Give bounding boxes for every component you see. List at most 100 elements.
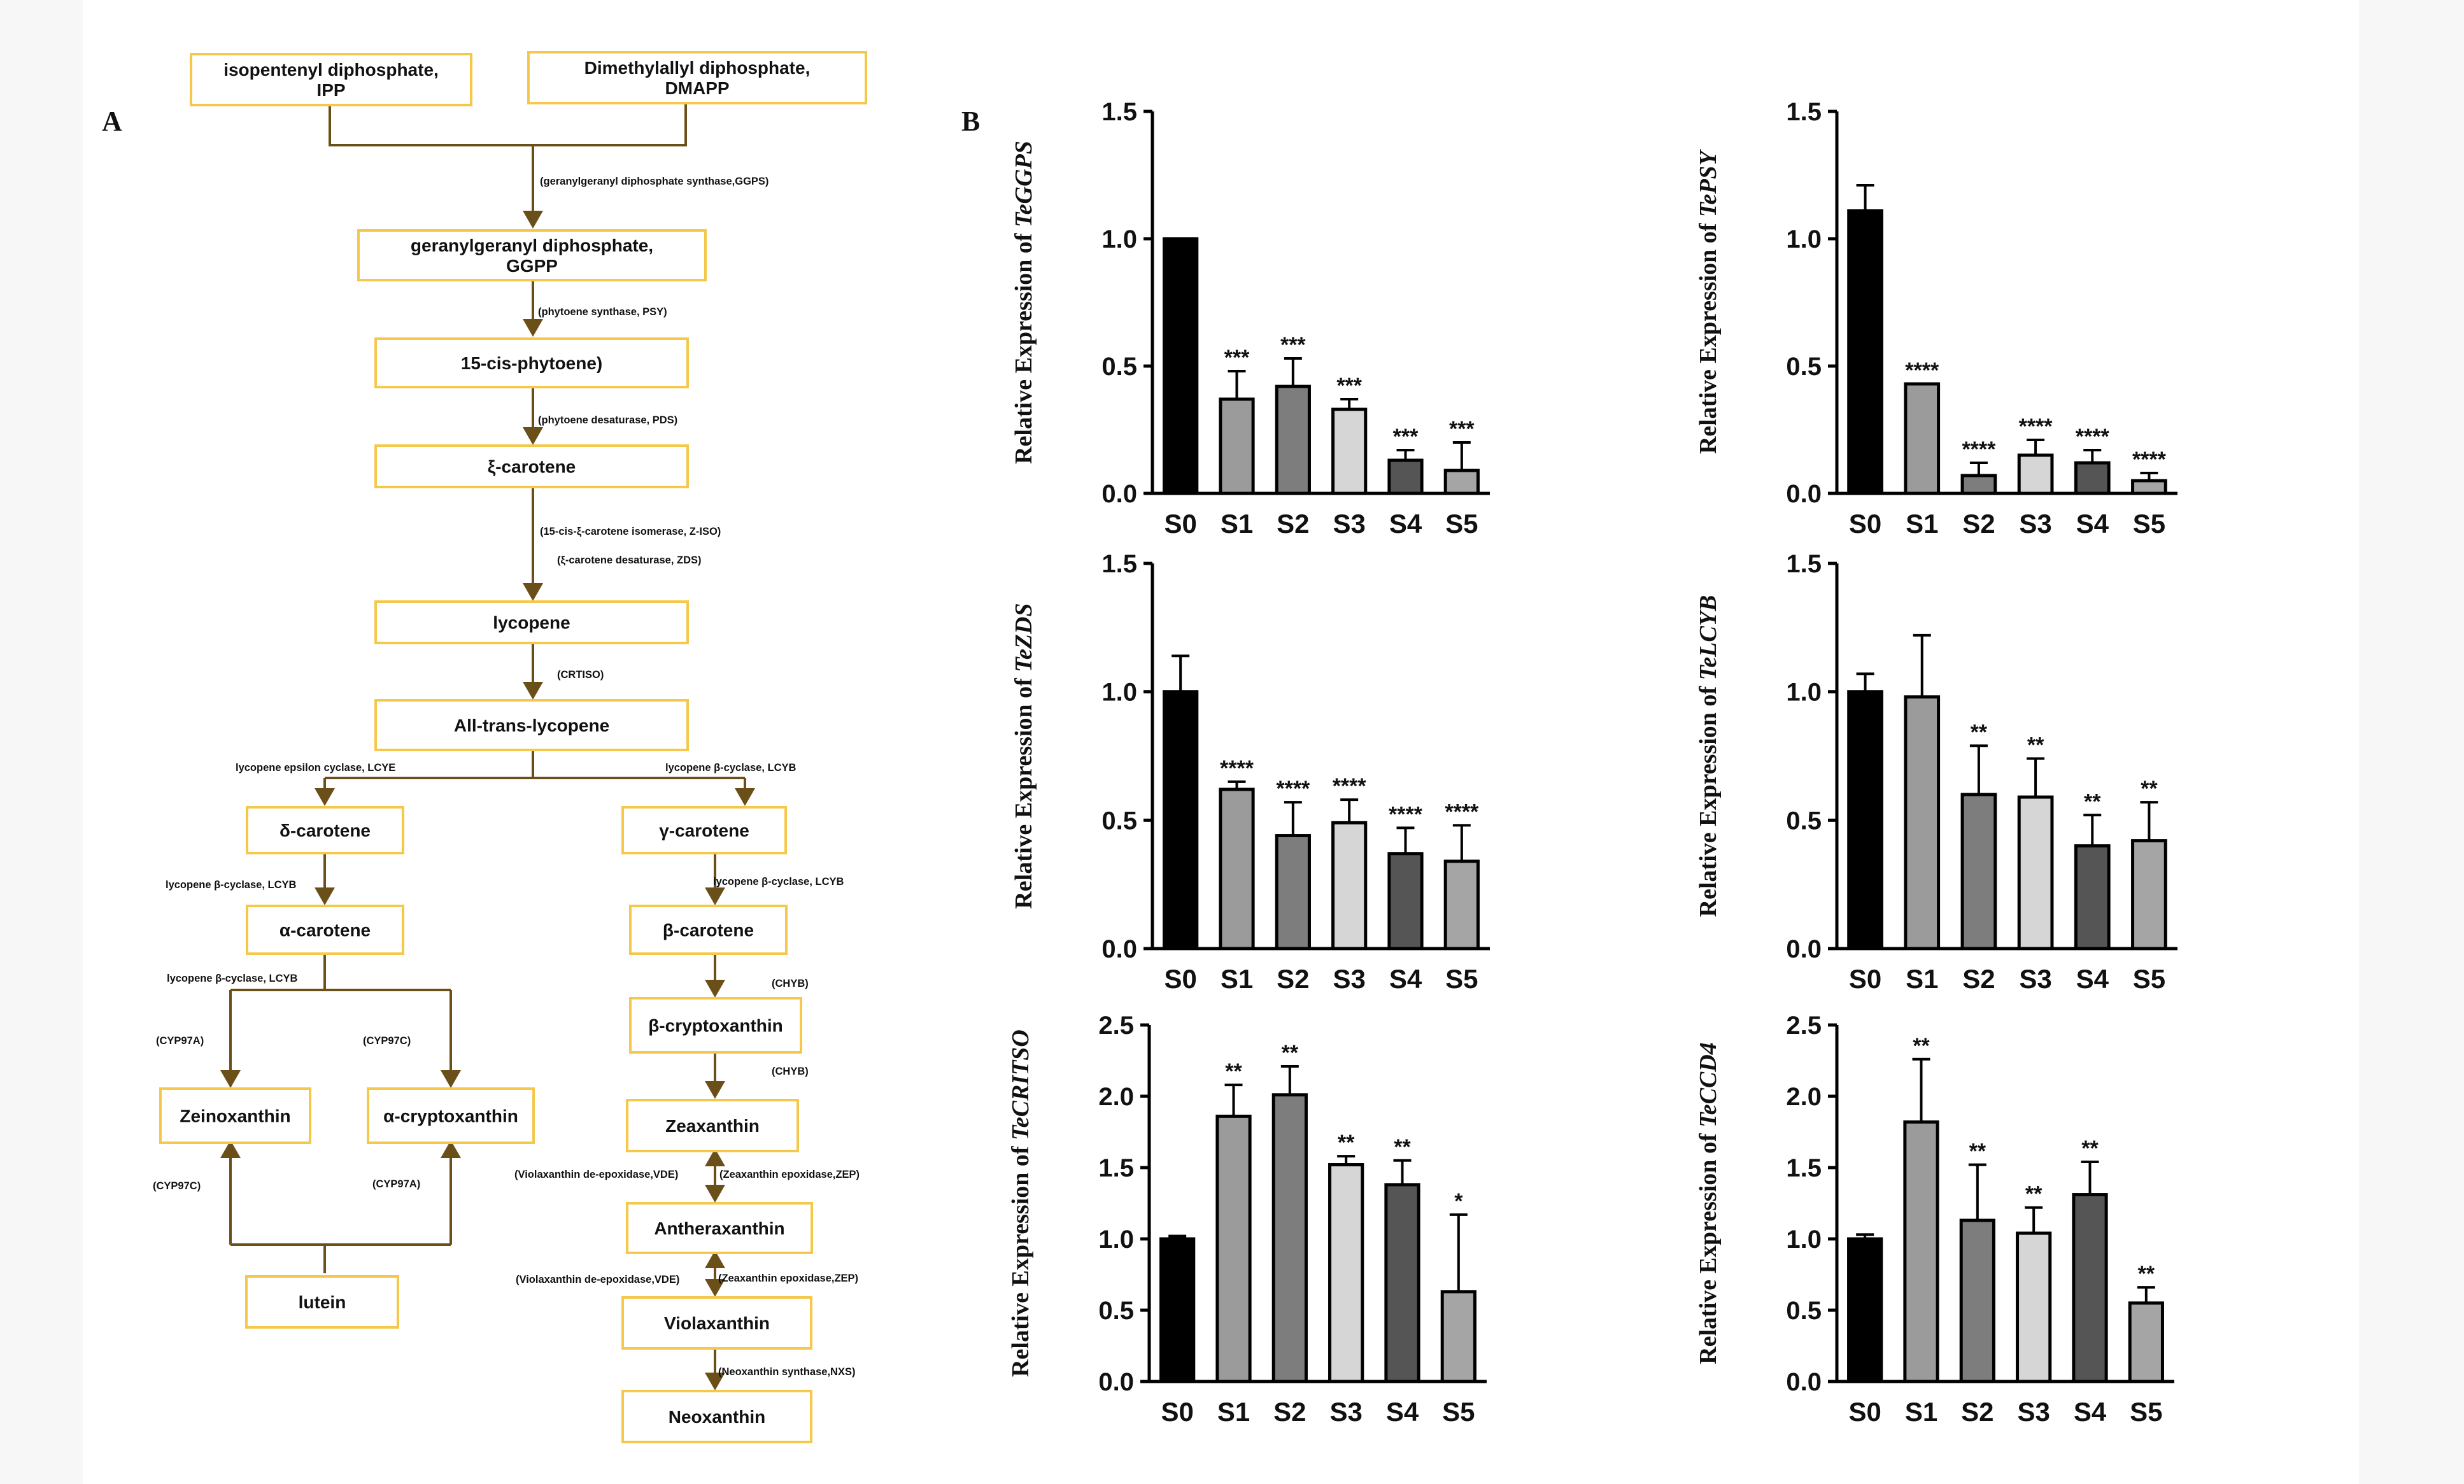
- pathway-box-gamma: [621, 806, 787, 854]
- bar-TePSY-S3: [2017, 453, 2054, 495]
- pathway-node-dmapp-line1: DMAPP: [665, 78, 729, 98]
- ylabel-gene-TePSY: TePSY: [1695, 148, 1722, 217]
- ytick-label-TePSY-2: 1.0: [1786, 225, 1822, 253]
- ytick-label-TeCCD4-2: 1.0: [1786, 1226, 1822, 1254]
- enzyme-label-crtiso: (CRTISO): [557, 669, 604, 681]
- sig-TeCCD4-S1: **: [1913, 1034, 1930, 1058]
- pathway-node-zeino-line0: Zeinoxanthin: [180, 1106, 290, 1126]
- ylabel-gene-TeLCYB: TeLCYB: [1695, 595, 1722, 681]
- enzyme-label-lcyb_alpha: lycopene β-cyclase, LCYB: [167, 973, 297, 984]
- bar-TePSY-S1: [1904, 382, 1941, 495]
- enzyme-label-cyp97a_r: (CYP97A): [372, 1178, 420, 1190]
- axis-TePSY: [1835, 111, 2177, 495]
- bar-TeGGPS-S2: [1275, 385, 1311, 495]
- enzyme-label-ziso: (15-cis-ξ-carotene isomerase, Z-ISO): [540, 526, 721, 537]
- pathway-node-delta-line0: δ-carotene: [280, 821, 371, 840]
- sig-TePSY-S2: ****: [1962, 437, 1996, 462]
- sig-TeGGPS-S2: ***: [1280, 333, 1306, 357]
- bar-TeZDS-S5: [1443, 859, 1480, 950]
- sig-TeCCD4-S3: **: [2025, 1182, 2043, 1206]
- xtick-label-TeCCD4-S0: S0: [1848, 1397, 1881, 1427]
- bar-TeLCYB-S3: [2017, 795, 2054, 950]
- enzyme-label-vde2: (Violaxanthin de-epoxidase,VDE): [516, 1274, 679, 1285]
- enzyme-label-psy: (phytoene synthase, PSY): [538, 306, 667, 318]
- pathway-box-delta: [246, 806, 404, 854]
- sig-TeCRITSO-S2: **: [1282, 1041, 1299, 1065]
- sig-TePSY-S1: ****: [1905, 358, 1939, 383]
- sig-TeCCD4-S4: **: [2081, 1136, 2099, 1161]
- pathway-node-lycopene-line0: lycopene: [493, 613, 570, 633]
- xtick-label-TeGGPS-S4: S4: [1389, 509, 1422, 539]
- xtick-label-TeZDS-S2: S2: [1277, 964, 1309, 994]
- enzyme-label-lcyb_right: lycopene β-cyclase, LCYB: [713, 876, 844, 887]
- axis-TeCCD4: [1835, 1025, 2174, 1383]
- sig-TeGGPS-S3: ***: [1336, 374, 1362, 398]
- pathway-box-viola: [621, 1296, 812, 1350]
- xtick-label-TePSY-S2: S2: [1962, 509, 1995, 539]
- ylabel-prefix-TePSY: Relative Expression of: [1695, 217, 1722, 454]
- ytick-label-TeLCYB-2: 1.0: [1786, 679, 1822, 707]
- ytick-label-TeLCYB-1: 0.5: [1786, 807, 1822, 835]
- xtick-label-TeZDS-S4: S4: [1389, 964, 1422, 994]
- xtick-label-TeCRITSO-S2: S2: [1273, 1397, 1306, 1427]
- enzyme-label-vde1: (Violaxanthin de-epoxidase,VDE): [514, 1169, 678, 1180]
- xtick-label-TeGGPS-S0: S0: [1164, 509, 1196, 539]
- ytick-label-TePSY-3: 1.5: [1786, 98, 1822, 126]
- pathway-box-beta: [629, 905, 788, 955]
- pathway-node-alltrans-line0: All-trans-lycopene: [454, 716, 609, 735]
- pathway-box-lycopene: [374, 600, 689, 644]
- pathway-box-anther: [626, 1202, 813, 1254]
- ylabel-gene-TeCRITSO: TeCRITSO: [1007, 1029, 1034, 1140]
- enzyme-label-lcyb_top: lycopene β-cyclase, LCYB: [665, 762, 796, 774]
- ytick-label-TeCRITSO-0: 0.0: [1098, 1368, 1134, 1396]
- xtick-label-TeCRITSO-S4: S4: [1386, 1397, 1419, 1427]
- ylabel-gene-TeCCD4: TeCCD4: [1695, 1042, 1722, 1127]
- bar-TeGGPS-S5: [1443, 469, 1480, 495]
- pathway-node-ggpp-line0: geranylgeranyl diphosphate,: [411, 236, 653, 255]
- ytick-label-TeLCYB-0: 0.0: [1786, 935, 1822, 963]
- pathway-node-beta-line0: β-carotene: [663, 921, 754, 940]
- ytick-label-TeCRITSO-1: 0.5: [1098, 1297, 1134, 1325]
- sig-TeCCD4-S2: **: [1969, 1140, 1986, 1164]
- sig-TeZDS-S3: ****: [1333, 774, 1367, 798]
- axis-TeCRITSO: [1147, 1025, 1487, 1383]
- xtick-label-TePSY-S0: S0: [1849, 509, 1881, 539]
- sig-TeCRITSO-S3: **: [1338, 1131, 1355, 1155]
- chart-TePSY: 0.0 0.5 1.0 1.5 Relative Expression of TePSY…: [1695, 98, 2177, 539]
- xtick-label-TeLCYB-S4: S4: [2076, 964, 2109, 994]
- pathway-node-phytoene-line0: 15-cis-phytoene): [461, 353, 603, 373]
- ytick-label-TeZDS-1: 0.5: [1101, 807, 1137, 835]
- bar-TeCCD4-S4: [2072, 1193, 2108, 1383]
- pathway-box-dmapp: [527, 51, 867, 104]
- pathway-box-alpha: [246, 905, 404, 955]
- ylabel-gene-TeZDS: TeZDS: [1010, 603, 1037, 672]
- bar-TePSY-S2: [1960, 474, 1997, 495]
- ytick-label-TeCRITSO-4: 2.0: [1098, 1083, 1134, 1111]
- enzyme-label-lcye: lycopene epsilon cyclase, LCYE: [236, 762, 395, 774]
- xtick-label-TeCRITSO-S3: S3: [1329, 1397, 1362, 1427]
- chart-TeGGPS: 0.0 0.5 1.0 1.5 Relative Expression of TeGGP…: [1010, 98, 1490, 539]
- bar-TeGGPS-S3: [1331, 407, 1368, 495]
- bar-TeZDS-S3: [1331, 821, 1368, 950]
- xtick-label-TeZDS-S0: S0: [1164, 964, 1196, 994]
- ylabel-prefix-TeZDS: Relative Expression of: [1010, 672, 1037, 909]
- enzyme-label-zep2: (Zeaxanthin epoxidase,ZEP): [718, 1273, 858, 1284]
- sig-TeLCYB-S5: **: [2141, 777, 2158, 801]
- ytick-label-TeGGPS-2: 1.0: [1101, 225, 1137, 253]
- sig-TeZDS-S4: ****: [1389, 802, 1423, 826]
- pathway-node-neo-line0: Neoxanthin: [669, 1407, 765, 1427]
- sig-TeLCYB-S3: **: [2027, 733, 2044, 758]
- enzyme-label-chyb2: (CHYB): [772, 1066, 809, 1077]
- sig-TeCRITSO-S4: **: [1394, 1135, 1411, 1159]
- xtick-label-TePSY-S5: S5: [2133, 509, 2165, 539]
- chart-TeLCYB: 0.0 0.5 1.0 1.5 Relative Expression of TeLCY…: [1695, 550, 2177, 994]
- xtick-label-TeLCYB-S2: S2: [1962, 964, 1995, 994]
- sig-TeLCYB-S4: **: [2084, 789, 2101, 814]
- sig-TePSY-S4: ****: [2076, 425, 2110, 449]
- enzyme-label-nxs: (Neoxanthin synthase,NXS): [718, 1366, 855, 1378]
- xtick-label-TeZDS-S3: S3: [1333, 964, 1365, 994]
- bar-TeGGPS-S1: [1219, 397, 1255, 495]
- pathway-node-ggpp-line1: GGPP: [506, 256, 558, 276]
- xtick-label-TePSY-S1: S1: [1906, 509, 1938, 539]
- bar-TeZDS-S2: [1275, 834, 1311, 950]
